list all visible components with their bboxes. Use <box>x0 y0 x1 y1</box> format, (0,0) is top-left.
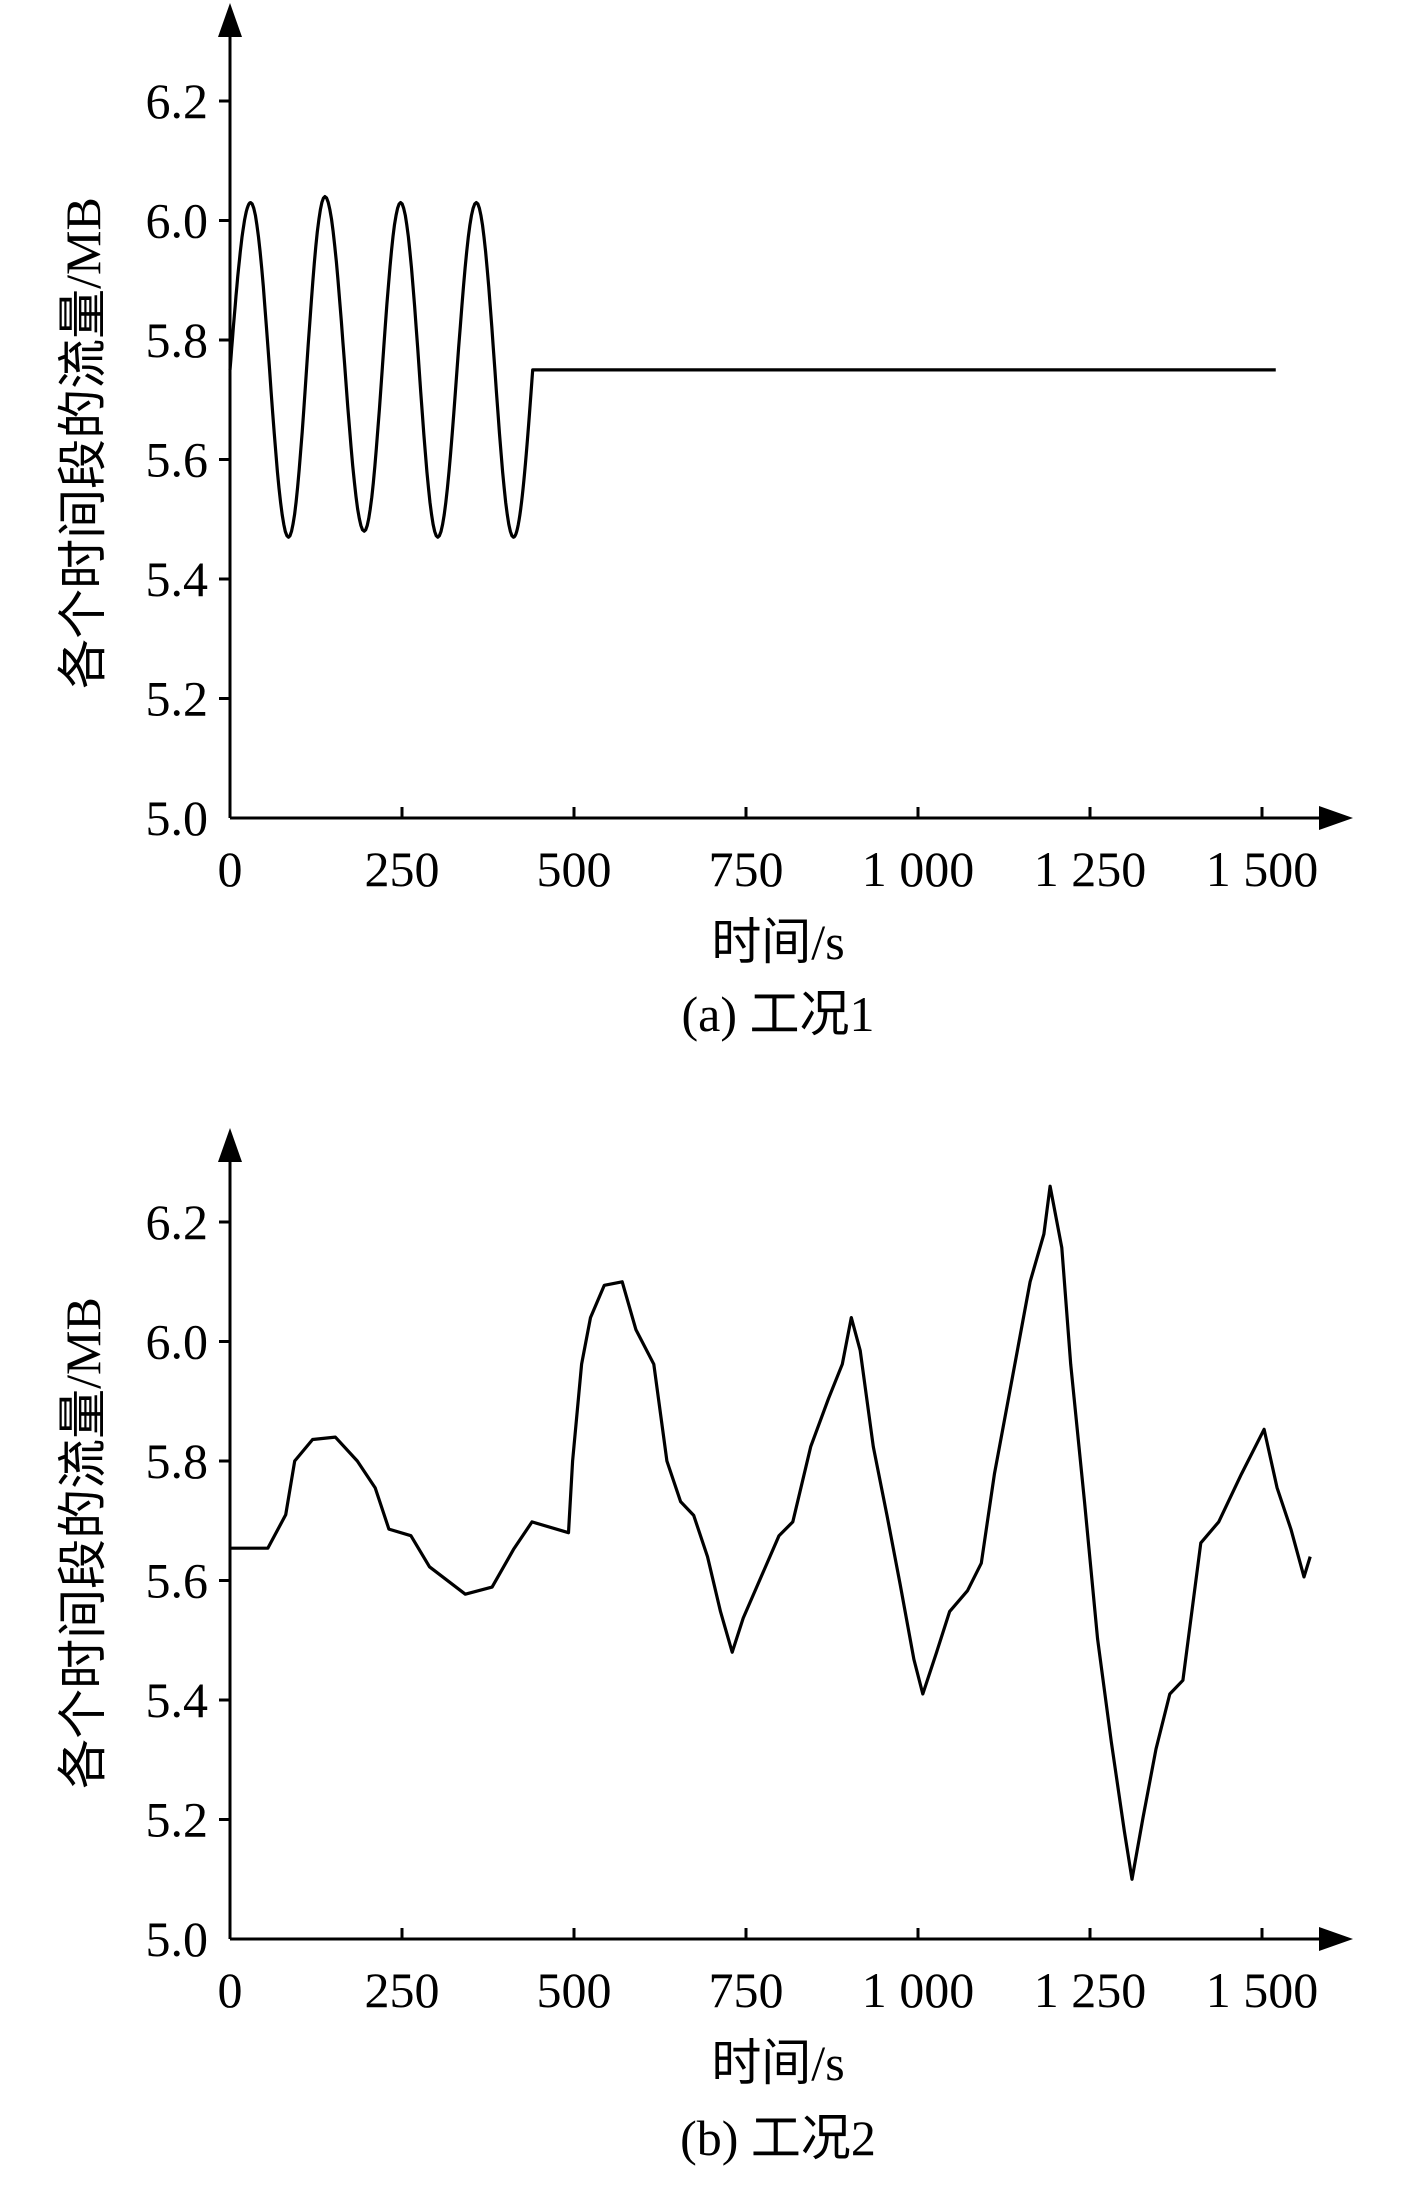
x-axis-label: 时间/s <box>711 914 844 970</box>
x-tick-label: 0 <box>218 841 243 897</box>
chart-a: 0 250 500 750 1 000 1 250 1 500 5.0 5.2 5.4 5.6 5.8… <box>55 3 1353 1042</box>
y-axis-arrow <box>218 1128 242 1162</box>
y-tick-label: 5.2 <box>146 1792 209 1848</box>
y-tick-label: 5.8 <box>146 1433 209 1489</box>
x-tick-label: 0 <box>218 1962 243 2018</box>
x-tick-label: 1 000 <box>862 1962 975 2018</box>
y-axis-arrow <box>218 3 242 37</box>
x-tick-label: 500 <box>537 841 612 897</box>
y-axis-label: 各个时间段的流量/MB <box>55 1297 111 1789</box>
x-tick-label: 1 250 <box>1034 841 1147 897</box>
series-line <box>230 1184 1312 1881</box>
x-axis-label: 时间/s <box>711 2035 844 2091</box>
x-tick-label: 1 250 <box>1034 1962 1147 2018</box>
x-tick-label: 750 <box>709 841 784 897</box>
y-tick-label: 5.8 <box>146 312 209 368</box>
y-tick-label: 6.0 <box>146 1314 209 1370</box>
chart-caption: (a) 工况1 <box>682 986 875 1042</box>
x-tick-label: 250 <box>365 841 440 897</box>
x-tick-label: 1 500 <box>1206 841 1319 897</box>
y-tick-label: 6.2 <box>146 1194 209 1250</box>
series-line <box>228 195 1276 539</box>
x-tick-label: 750 <box>709 1962 784 2018</box>
y-tick-label: 6.2 <box>146 73 209 129</box>
chart-caption: (b) 工况2 <box>680 2110 876 2166</box>
x-tick-label: 250 <box>365 1962 440 2018</box>
y-tick-label: 5.4 <box>146 551 209 607</box>
y-tick-label: 5.6 <box>146 1553 209 1609</box>
y-tick-label: 6.0 <box>146 193 209 249</box>
y-tick-label: 5.2 <box>146 671 209 727</box>
x-tick-label: 500 <box>537 1962 612 2018</box>
y-tick-label: 5.4 <box>146 1672 209 1728</box>
y-tick-label: 5.0 <box>146 790 209 846</box>
x-axis-arrow <box>1319 1927 1353 1951</box>
x-tick-label: 1 500 <box>1206 1962 1319 2018</box>
y-axis-label: 各个时间段的流量/MB <box>55 197 111 689</box>
y-tick-label: 5.0 <box>146 1911 209 1967</box>
y-tick-label: 5.6 <box>146 432 209 488</box>
x-axis-arrow <box>1319 806 1353 830</box>
chart-b: 0 250 500 750 1 000 1 250 1 500 5.0 5.2 5.4 5.6 5.8… <box>55 1128 1353 2166</box>
x-tick-label: 1 000 <box>862 841 975 897</box>
